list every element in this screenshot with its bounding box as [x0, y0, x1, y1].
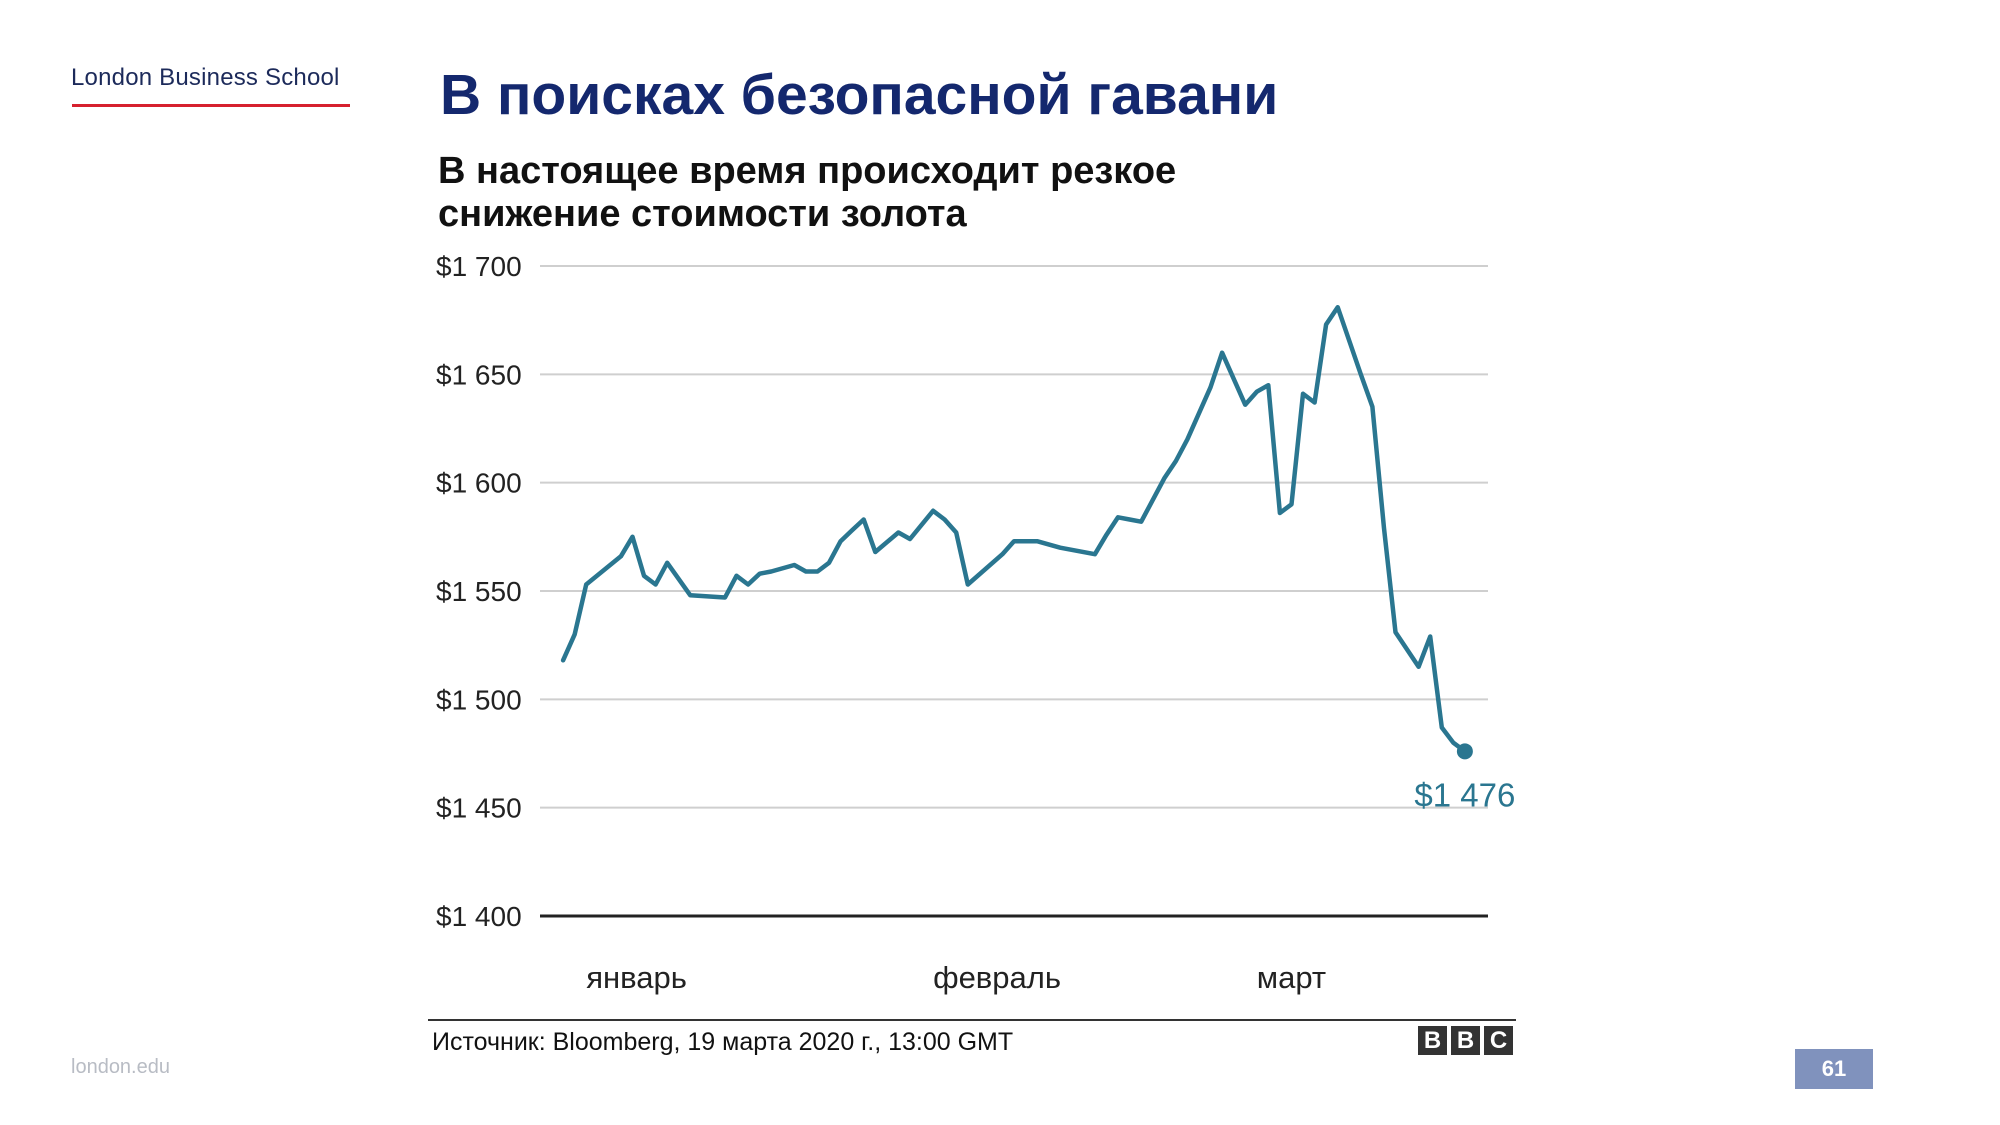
- bbc-logo-letter-2: B: [1451, 1026, 1480, 1055]
- y-tick-label-1700: $1 700: [436, 251, 522, 282]
- chart-annotations: $1 476: [1414, 776, 1515, 813]
- last-price-label: $1 476: [1414, 776, 1515, 813]
- bbc-logo-letter-3: C: [1484, 1026, 1513, 1055]
- y-axis-tick-labels: $1 400 $1 450 $1 500 $1 550 $1 600 $1 650 $1 7…: [436, 251, 522, 932]
- logo-text: London Business School: [71, 64, 340, 91]
- y-tick-label-1400: $1 400: [436, 901, 522, 932]
- chart-gridlines: [540, 265, 1488, 918]
- last-price-point: [1456, 743, 1473, 760]
- y-tick-label-1500: $1 500: [436, 684, 522, 715]
- y-tick-label-1550: $1 550: [436, 576, 522, 607]
- x-tick-label-2: февраль: [933, 960, 1061, 995]
- source-note: Источник: Bloomberg, 19 марта 2020 г., 1…: [432, 1028, 1014, 1056]
- slide-title: В поисках безопасной гавани: [440, 63, 1279, 127]
- source-divider: [428, 1019, 1516, 1021]
- y-tick-label-1450: $1 450: [436, 793, 522, 824]
- y-tick-label-1650: $1 650: [436, 359, 522, 390]
- bbc-logo-letter-1: B: [1418, 1026, 1447, 1055]
- page-number: 61: [1795, 1049, 1873, 1089]
- gold-price-line: [560, 304, 1468, 754]
- footer-url: london.edu: [71, 1056, 170, 1078]
- y-tick-label-1600: $1 600: [436, 468, 522, 499]
- bbc-logo: B B C: [1418, 1026, 1513, 1055]
- chart-title: В настоящее время происходит резкое сниж…: [438, 150, 1177, 235]
- chart-series: [560, 304, 1473, 760]
- x-tick-label-1: январь: [586, 960, 687, 995]
- x-tick-label-3: март: [1257, 960, 1326, 995]
- x-axis-tick-labels: январь февраль март: [586, 960, 1326, 995]
- logo-underline: [72, 104, 350, 107]
